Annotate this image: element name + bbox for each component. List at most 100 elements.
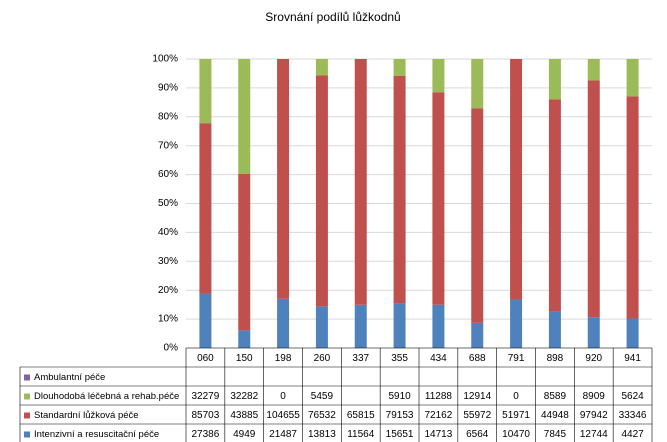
table-cell: 79153	[386, 410, 414, 421]
y-tick-label: 40%	[158, 227, 178, 238]
bar-segment	[315, 306, 328, 348]
table-cell: 43885	[230, 410, 258, 421]
table-cell: 11564	[347, 429, 375, 440]
y-tick-label: 80%	[158, 111, 178, 122]
y-tick-label: 20%	[158, 285, 178, 296]
bar-segment	[548, 311, 561, 348]
table-cell: 5624	[621, 391, 644, 402]
table-cell: 5910	[388, 391, 411, 402]
y-tick-label: 30%	[158, 256, 178, 267]
bar-segment	[277, 298, 290, 348]
bar-segment	[587, 59, 600, 81]
x-tick-label: 688	[469, 353, 486, 364]
table-cell: 44948	[541, 410, 569, 421]
table-cell: 51971	[502, 410, 530, 421]
bar-segment	[510, 299, 523, 348]
x-tick-label: 898	[547, 353, 564, 364]
legend-swatch	[24, 374, 30, 381]
bar-segment	[626, 318, 639, 348]
table-cell: 4427	[621, 429, 644, 440]
bar-segment	[548, 59, 561, 100]
table-cell: 0	[280, 391, 286, 402]
legend-swatch	[24, 393, 30, 400]
table-cell: 10470	[502, 429, 530, 440]
table-cell: 65815	[347, 410, 375, 421]
bar-segment	[471, 322, 484, 348]
table-cell: 97942	[580, 410, 608, 421]
bar-segment	[238, 174, 251, 331]
table-cell: 104655	[266, 410, 300, 421]
bar-segment	[432, 59, 445, 93]
legend-label: Intenzivní a resuscitační péče	[34, 429, 159, 440]
bar-segment	[626, 59, 639, 97]
bar-segment	[199, 293, 212, 348]
table-cell: 11288	[425, 391, 453, 402]
x-tick-label: 355	[391, 353, 408, 364]
bar-segment	[471, 108, 484, 323]
bar-segment	[199, 123, 212, 294]
bar-segment	[393, 75, 406, 304]
table-cell: 7845	[544, 429, 567, 440]
legend-label: Standardní lůžková péče	[34, 410, 139, 421]
y-tick-label: 100%	[152, 54, 178, 65]
table-cell: 4949	[233, 429, 256, 440]
y-tick-label: 60%	[158, 169, 178, 180]
table-cell: 21487	[269, 429, 297, 440]
bar-segment	[626, 96, 639, 319]
table-cell: 8589	[544, 391, 567, 402]
x-tick-label: 434	[430, 353, 447, 364]
bar-segment	[277, 59, 290, 299]
bar-segment	[548, 99, 561, 312]
x-tick-label: 791	[508, 353, 525, 364]
chart-title: Srovnání podílů lůžkodnů	[265, 10, 400, 24]
table-cell: 55972	[463, 410, 491, 421]
y-tick-label: 90%	[158, 83, 178, 94]
bar-segment	[354, 304, 367, 348]
bar-segment	[199, 59, 212, 124]
legend-swatch	[24, 431, 30, 438]
table-cell: 85703	[192, 410, 220, 421]
x-tick-label: 198	[275, 353, 292, 364]
table-cell: 32279	[192, 391, 220, 402]
bar-segment	[315, 59, 328, 76]
bar-segment	[393, 59, 406, 76]
x-tick-label: 941	[624, 353, 641, 364]
table-cell: 32282	[230, 391, 258, 402]
table-cell: 8909	[583, 391, 606, 402]
table-cell: 6564	[466, 429, 489, 440]
x-tick-label: 260	[314, 353, 331, 364]
table-cell: 27386	[192, 429, 220, 440]
table-cell: 15651	[386, 429, 414, 440]
bar-segment	[432, 304, 445, 348]
table-cell: 33346	[619, 410, 647, 421]
bar-segment	[354, 59, 367, 305]
legend-swatch	[24, 412, 30, 419]
table-cell: 76532	[308, 410, 336, 421]
bar-segment	[393, 303, 406, 348]
x-tick-label: 337	[352, 353, 369, 364]
table-cell: 5459	[311, 391, 334, 402]
table-cell: 14713	[425, 429, 453, 440]
x-tick-label: 060	[197, 353, 214, 364]
bar-segment	[315, 75, 328, 307]
legend-label: Ambulantní péče	[34, 372, 105, 383]
bar-segment	[587, 317, 600, 348]
y-tick-label: 70%	[158, 140, 178, 151]
bar-segment	[587, 80, 600, 318]
y-tick-label: 0%	[164, 343, 179, 354]
bar-segment	[432, 92, 445, 305]
bar-segment	[238, 59, 251, 175]
x-tick-label: 150	[236, 353, 253, 364]
y-tick-label: 50%	[158, 198, 178, 209]
table-cell: 12914	[463, 391, 491, 402]
table-cell: 0	[513, 391, 519, 402]
y-tick-label: 10%	[158, 314, 178, 325]
legend-label: Dlouhodobá léčebná a rehab.péče	[34, 391, 179, 402]
bar-segment	[510, 59, 523, 300]
table-cell: 72162	[425, 410, 453, 421]
bar-segment	[471, 59, 484, 109]
table-cell: 12744	[580, 429, 608, 440]
table-cell: 13813	[308, 429, 336, 440]
bar-segment	[238, 330, 251, 348]
